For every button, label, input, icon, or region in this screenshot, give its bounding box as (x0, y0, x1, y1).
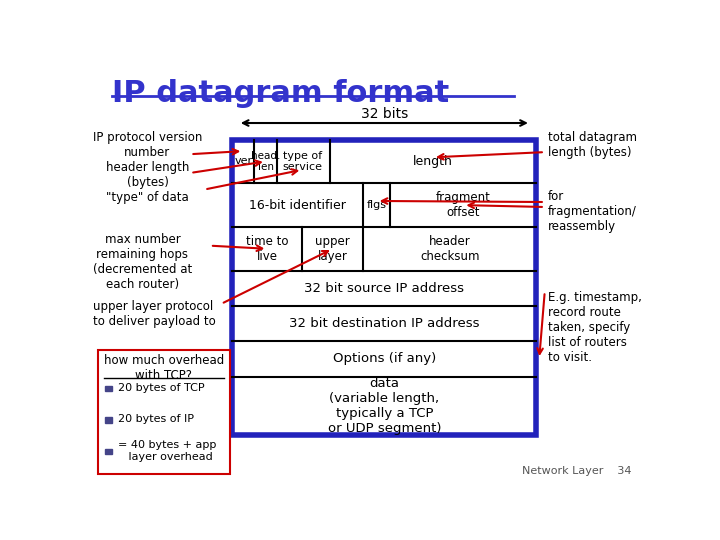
Bar (105, 449, 112, 454)
Text: 20 bytes of TCP: 20 bytes of TCP (118, 383, 204, 393)
Text: data
(variable length,
typically a TCP
or UDP segment): data (variable length, typically a TCP o… (328, 377, 441, 435)
Text: type of
service: type of service (282, 151, 323, 172)
Text: 32 bit destination IP address: 32 bit destination IP address (289, 317, 480, 330)
Text: ver: ver (234, 157, 252, 166)
Text: fragment
offset: fragment offset (436, 191, 491, 219)
Bar (99, 349, 230, 474)
Text: = 40 bytes + app
   layer overhead: = 40 bytes + app layer overhead (118, 440, 216, 462)
Text: E.g. timestamp,
record route
taken, specify
list of routers
to visit.: E.g. timestamp, record route taken, spec… (547, 292, 642, 364)
Text: time to
live: time to live (246, 235, 289, 263)
Text: 32 bits: 32 bits (361, 107, 408, 121)
Text: upper layer protocol
to deliver payload to: upper layer protocol to deliver payload … (93, 300, 215, 328)
Text: flgs: flgs (366, 200, 387, 210)
Text: header
checksum: header checksum (420, 235, 480, 263)
Text: 32 bit source IP address: 32 bit source IP address (305, 282, 464, 295)
Text: for
fragmentation/
reassembly: for fragmentation/ reassembly (547, 190, 636, 233)
Text: 16-bit identifier: 16-bit identifier (249, 199, 346, 212)
Text: Options (if any): Options (if any) (333, 353, 436, 366)
Text: head.
len: head. len (251, 151, 280, 172)
Text: how much overhead
with TCP?: how much overhead with TCP? (104, 354, 224, 382)
Text: IP datagram format: IP datagram format (112, 79, 449, 109)
Text: Network Layer    34: Network Layer 34 (522, 465, 631, 476)
Text: 20 bytes of IP: 20 bytes of IP (118, 415, 194, 424)
Text: total datagram
length (bytes): total datagram length (bytes) (547, 131, 636, 159)
Text: IP protocol version
number
header length
(bytes)
"type" of data: IP protocol version number header length… (93, 131, 202, 204)
Bar (233, 140, 536, 435)
Text: upper
layer: upper layer (315, 235, 350, 263)
Text: length: length (413, 155, 453, 168)
Text: max number
remaining hops
(decremented at
each router): max number remaining hops (decremented a… (93, 233, 192, 291)
Bar (105, 386, 112, 391)
Bar (105, 417, 112, 423)
